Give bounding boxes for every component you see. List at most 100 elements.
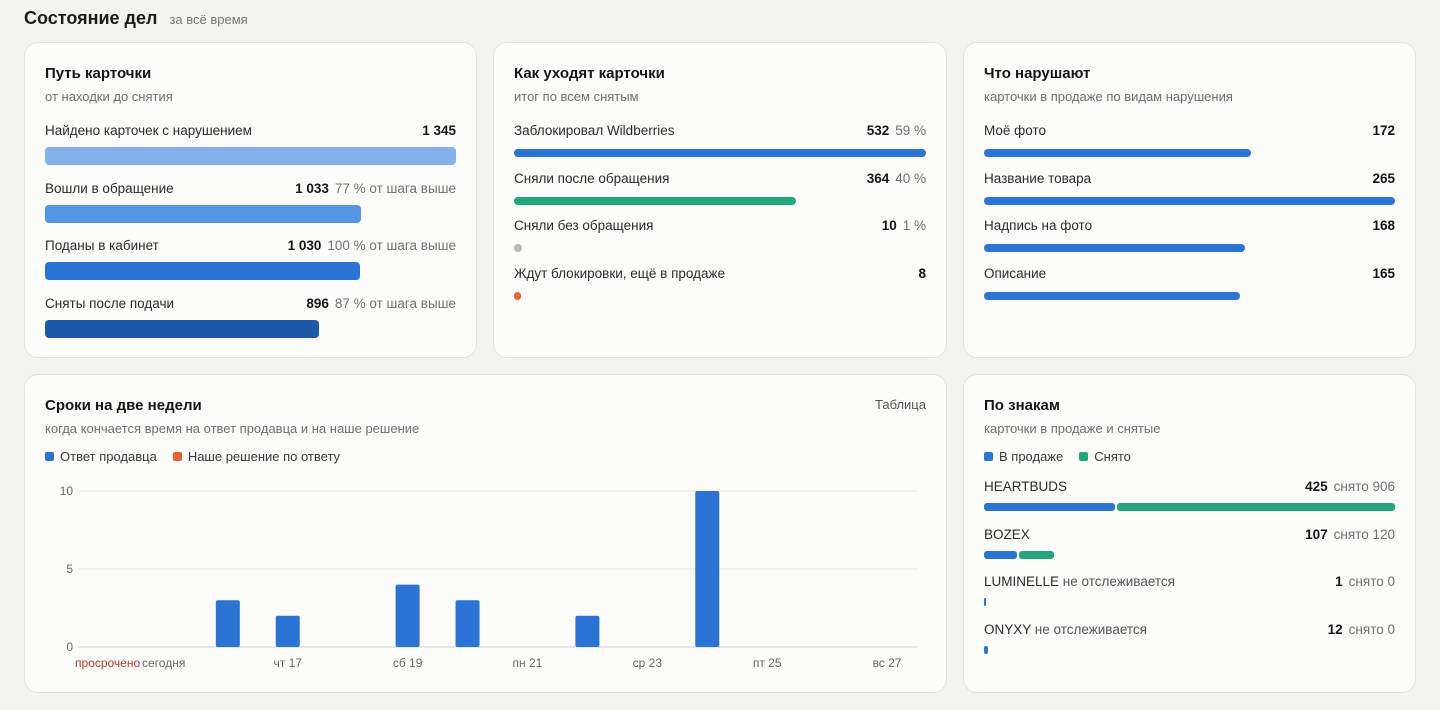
row-label: Вошли в обращение bbox=[45, 180, 174, 196]
violation-row: Надпись на фото 168 bbox=[984, 218, 1395, 258]
legend-swatch bbox=[45, 452, 54, 461]
brand-row: ONYXY не отслеживается 12 снято 0 bbox=[984, 622, 1395, 662]
page-title: Состояние дел bbox=[24, 8, 158, 28]
deadline-bar[interactable] bbox=[215, 600, 240, 647]
brand-note: не отслеживается bbox=[1034, 621, 1147, 637]
violation-bar bbox=[984, 149, 1251, 157]
brand-bar-track bbox=[984, 645, 1395, 654]
on-sale-bar bbox=[984, 550, 1018, 559]
brand-row: BOZEX 107 снято 120 bbox=[984, 527, 1395, 567]
card-subtitle: итог по всем снятым bbox=[514, 89, 639, 104]
card-title: По знакам bbox=[984, 397, 1060, 414]
brand-values: 12 снято 0 bbox=[1328, 622, 1395, 637]
legend-item-seller[interactable]: Ответ продавца bbox=[45, 449, 157, 464]
row-count: 896 bbox=[306, 295, 329, 311]
card-subtitle: когда кончается время на ответ продавца … bbox=[45, 421, 420, 436]
funnel-row: Вошли в обращение 1 033 77 % от шага выше bbox=[45, 180, 456, 223]
x-tick-label: ср 23 bbox=[633, 656, 663, 670]
brand-name: BOZEX bbox=[984, 526, 1030, 542]
card-brands: По знакам карточки в продаже и снятые В … bbox=[963, 374, 1416, 693]
removed-count: снято 0 bbox=[1348, 574, 1395, 589]
legend-label: В продаже bbox=[999, 449, 1064, 464]
row-label: Сняли после обращения bbox=[514, 170, 670, 186]
card-subtitle: карточки в продаже по видам нарушения bbox=[984, 89, 1233, 104]
row-value: 265 bbox=[1372, 171, 1395, 186]
legend-label: Ответ продавца bbox=[60, 449, 157, 464]
deadline-bar[interactable] bbox=[395, 584, 420, 647]
bar-track bbox=[45, 204, 456, 223]
bar-track bbox=[45, 319, 456, 338]
bar-track bbox=[984, 244, 1395, 252]
row-count: 165 bbox=[1372, 265, 1395, 281]
card-subtitle: карточки в продаже и снятые bbox=[984, 421, 1161, 436]
violation-row: Моё фото 172 bbox=[984, 123, 1395, 163]
deadline-bar[interactable] bbox=[695, 491, 720, 647]
card-exit: Как уходят карточки итог по всем снятым … bbox=[493, 42, 947, 358]
brand-bar-track bbox=[984, 598, 1395, 606]
row-count: 8 bbox=[918, 265, 926, 281]
exit-bar bbox=[514, 244, 522, 252]
bar-track bbox=[984, 291, 1395, 300]
violation-bar bbox=[984, 291, 1241, 300]
funnel-row: Сняты после подачи 896 87 % от шага выше bbox=[45, 295, 456, 338]
row-value: 1 030 100 % от шага выше bbox=[288, 238, 456, 253]
row-label: Надпись на фото bbox=[984, 218, 1093, 233]
table-view-link[interactable]: Таблица bbox=[875, 397, 926, 412]
funnel-bar bbox=[45, 204, 361, 223]
row-percent: 59 % bbox=[895, 123, 926, 138]
card-deadlines: Сроки на две недели когда кончается врем… bbox=[24, 374, 947, 693]
brand-row: LUMINELLE не отслеживается 1 снято 0 bbox=[984, 574, 1395, 614]
bar-track bbox=[45, 262, 456, 280]
row-count: 1 033 bbox=[295, 180, 329, 196]
row-value: 165 bbox=[1372, 266, 1395, 281]
funnel-row: Поданы в кабинет 1 030 100 % от шага выше bbox=[45, 238, 456, 280]
row-count: 1 030 bbox=[287, 238, 322, 253]
deadline-bar[interactable] bbox=[575, 615, 600, 647]
deadline-bar[interactable] bbox=[455, 600, 480, 647]
brand-name: ONYXY bbox=[984, 621, 1032, 637]
row-label: Найдено карточек с нарушением bbox=[45, 123, 252, 138]
exit-bar bbox=[514, 196, 796, 205]
legend-swatch bbox=[984, 452, 993, 461]
deadline-bar[interactable] bbox=[275, 615, 300, 647]
legend-label: Наше решение по ответу bbox=[187, 449, 341, 464]
legend-item-decision[interactable]: Наше решение по ответу bbox=[172, 449, 341, 464]
violation-bar bbox=[984, 196, 1395, 205]
exit-bar bbox=[514, 291, 521, 300]
row-count: 364 bbox=[866, 170, 890, 186]
on-sale-count: 12 bbox=[1327, 621, 1343, 637]
row-label: Название товара bbox=[984, 170, 1092, 186]
brand-values: 425 снято 906 bbox=[1305, 479, 1395, 494]
row-label: Описание bbox=[984, 265, 1047, 281]
x-tick-label: просрочено bbox=[75, 656, 140, 670]
page-period: за всё время bbox=[169, 12, 248, 27]
on-sale-bar bbox=[984, 645, 988, 654]
bar-track bbox=[984, 149, 1395, 157]
brand-bar-track bbox=[984, 503, 1395, 511]
row-label: Поданы в кабинет bbox=[45, 238, 159, 253]
removed-bar bbox=[1117, 503, 1395, 511]
exit-row: Ждут блокировки, ещё в продаже 8 bbox=[514, 266, 926, 306]
violation-row: Название товара 265 bbox=[984, 171, 1395, 211]
removed-bar bbox=[1019, 550, 1055, 559]
card-title: Как уходят карточки bbox=[514, 65, 665, 82]
exit-bar bbox=[514, 149, 926, 157]
bar-track bbox=[514, 196, 926, 205]
brand-name: LUMINELLE bbox=[984, 574, 1060, 589]
bar-track bbox=[45, 147, 456, 165]
brands-legend: В продаже Снято bbox=[984, 449, 1131, 464]
row-percent: 1 % bbox=[902, 218, 926, 233]
row-label: Сняты после подачи bbox=[45, 295, 175, 311]
card-card-path: Путь карточки от находки до снятия Найде… bbox=[24, 42, 477, 358]
x-tick-label: пн 21 bbox=[513, 656, 543, 670]
brand-label: BOZEX bbox=[984, 527, 1030, 542]
deadlines-chart: 0 5 10 просрочено сегодня чт 17 сб 19 пн 21 ср 2… bbox=[60, 484, 917, 670]
page-header: Состояние дел за всё время bbox=[24, 8, 248, 29]
on-sale-count: 1 bbox=[1335, 574, 1343, 589]
row-label: Заблокировал Wildberries bbox=[514, 123, 675, 138]
brand-bar-track bbox=[984, 550, 1395, 559]
row-count: 532 bbox=[866, 123, 890, 138]
row-value: 1 345 bbox=[422, 123, 456, 138]
brand-label: HEARTBUDS bbox=[984, 479, 1067, 494]
on-sale-bar bbox=[984, 598, 986, 606]
